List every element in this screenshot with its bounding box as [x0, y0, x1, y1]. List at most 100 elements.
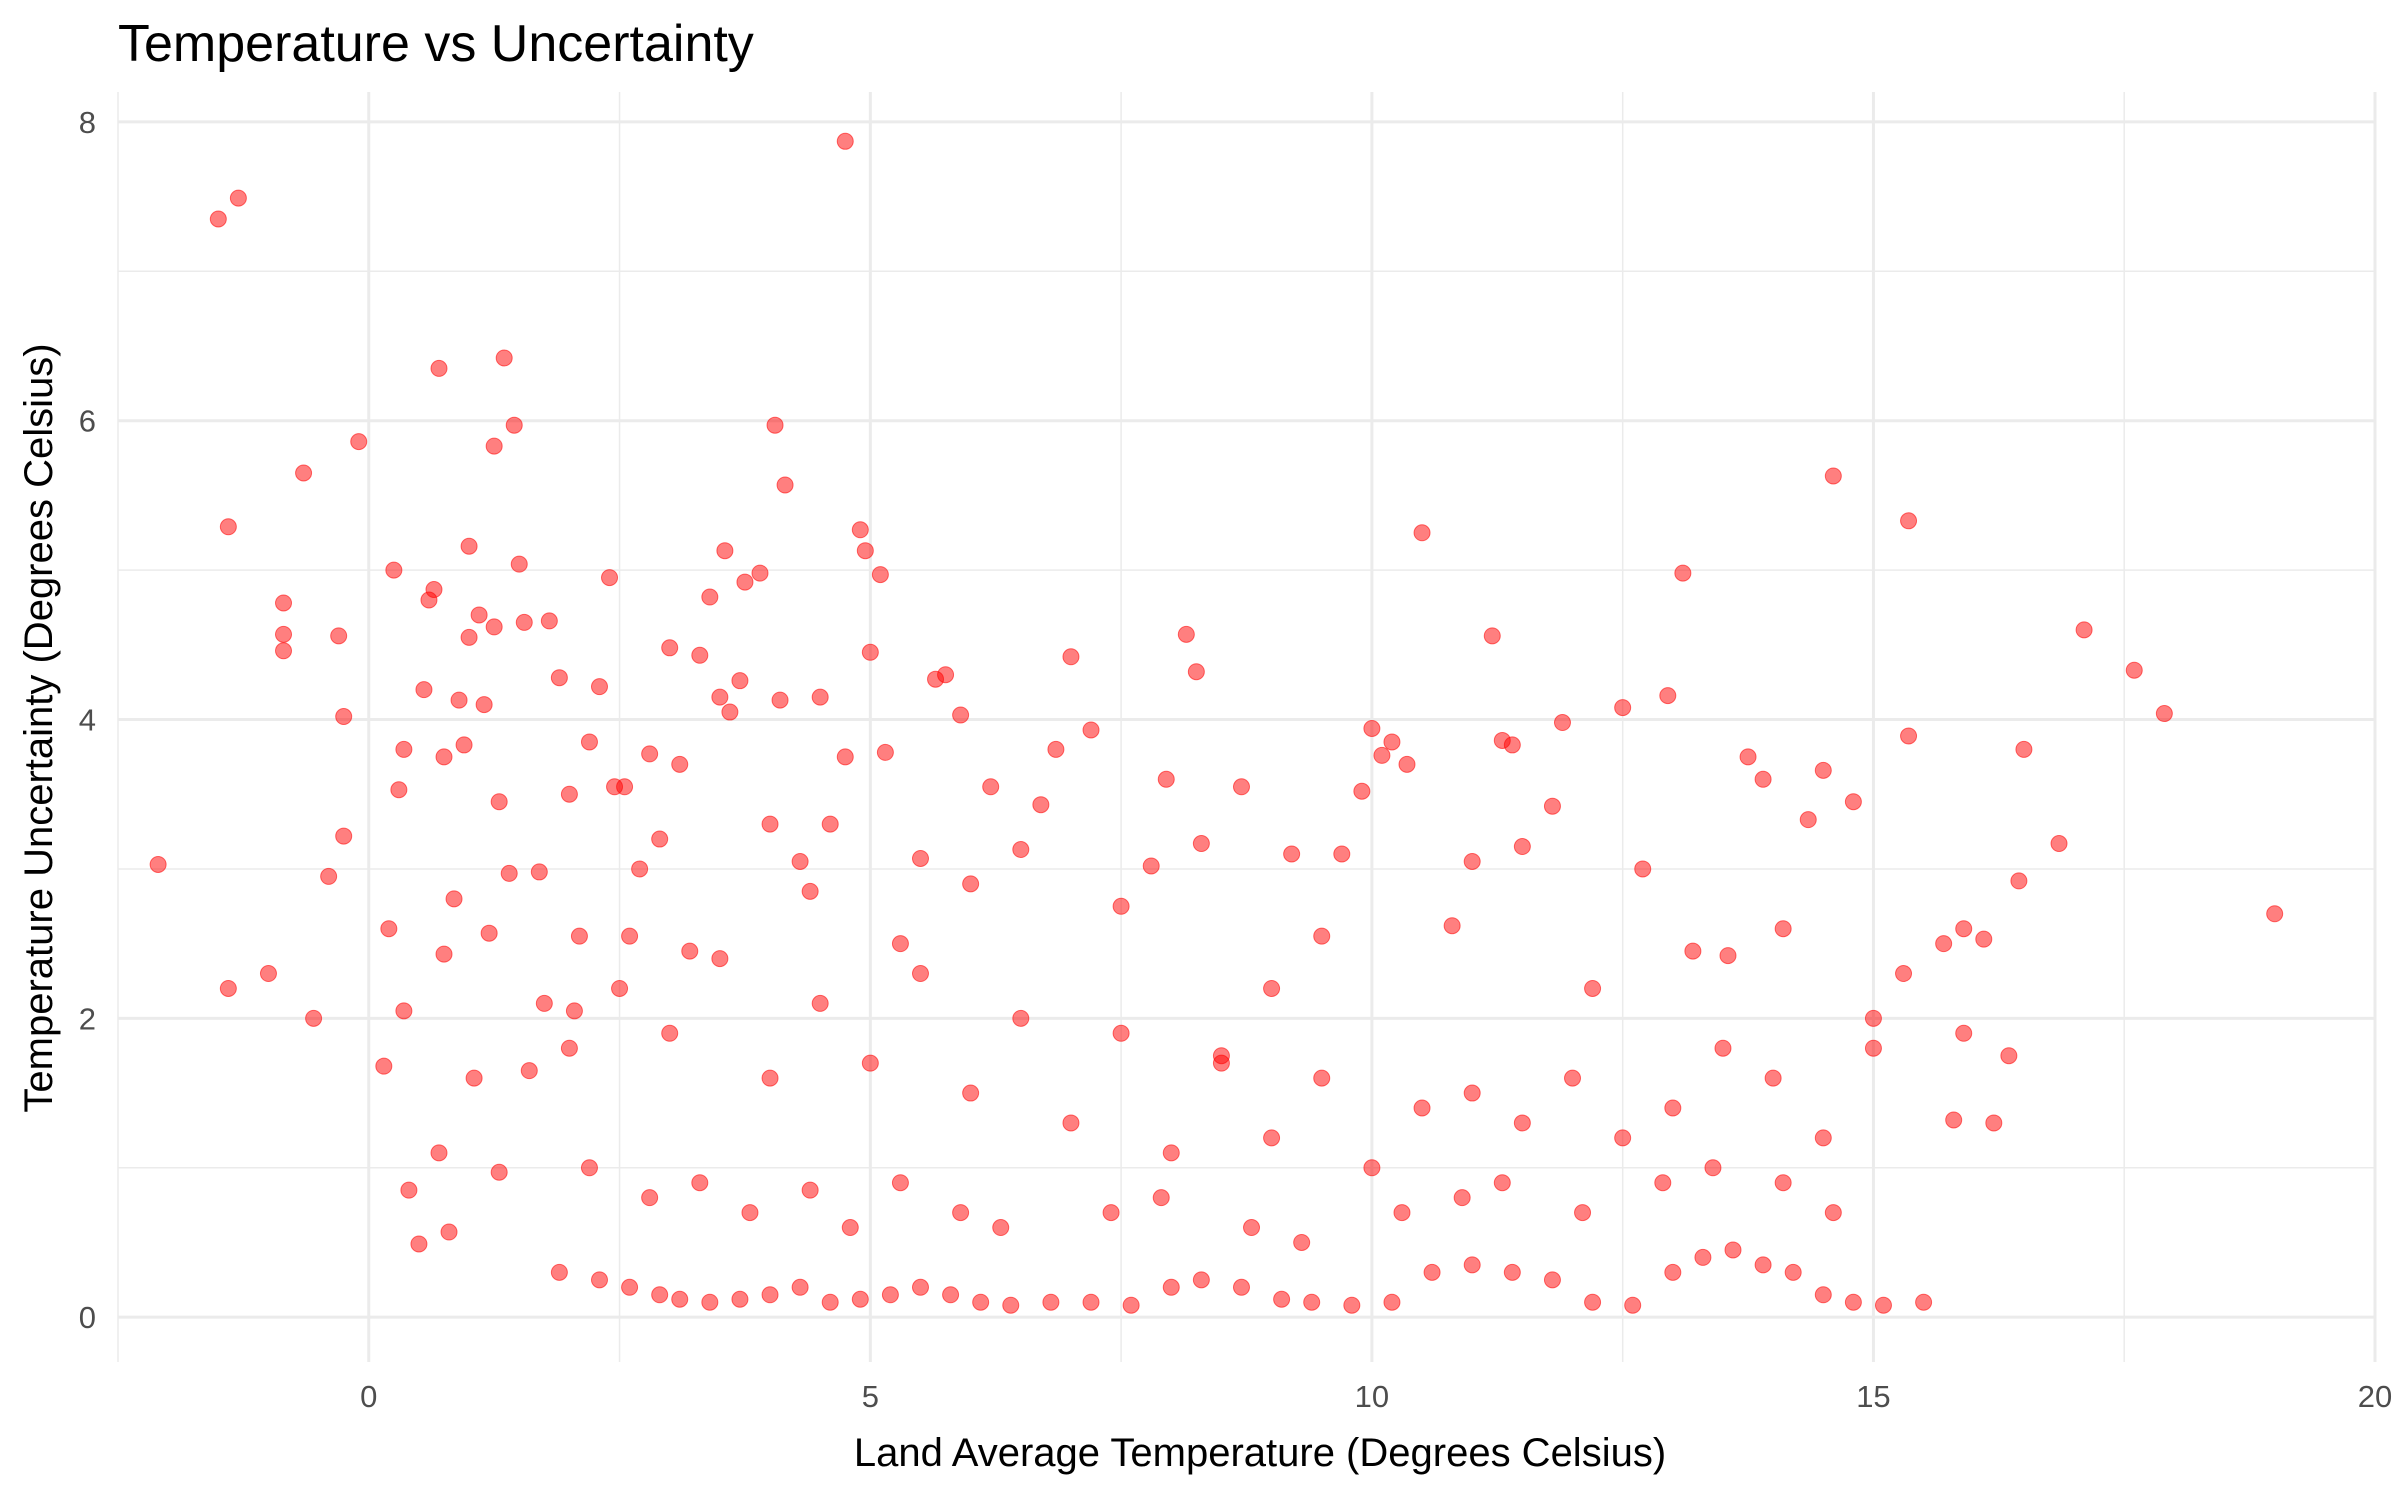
data-point: [2050, 835, 2068, 853]
data-point: [1293, 1233, 1311, 1251]
data-point: [1152, 1189, 1170, 1207]
data-point: [1724, 1241, 1742, 1259]
data-point: [1062, 1114, 1080, 1132]
data-point: [520, 1062, 538, 1080]
data-point: [1047, 740, 1065, 758]
data-point: [731, 672, 749, 690]
data-point: [1082, 721, 1100, 739]
data-point: [801, 882, 819, 900]
data-point: [390, 781, 408, 799]
data-point: [651, 830, 669, 848]
data-point: [1694, 1248, 1712, 1266]
data-point: [876, 743, 894, 761]
data-point: [1704, 1159, 1722, 1177]
data-point: [1243, 1219, 1261, 1237]
data-points: [149, 132, 2284, 1314]
data-point: [1463, 852, 1481, 870]
data-point: [275, 625, 293, 643]
data-point: [375, 1057, 393, 1075]
x-tick-label: 20: [2358, 1379, 2392, 1414]
data-point: [2266, 905, 2284, 923]
data-point: [515, 613, 533, 631]
data-point: [1032, 796, 1050, 814]
data-point: [1393, 1204, 1411, 1222]
data-point: [766, 416, 784, 434]
data-point: [380, 920, 398, 938]
data-point: [881, 1286, 899, 1304]
data-point: [1313, 1069, 1331, 1087]
data-point: [1263, 1129, 1281, 1147]
data-point: [761, 815, 779, 833]
data-point: [1453, 1189, 1471, 1207]
data-point: [1283, 845, 1301, 863]
data-point: [1614, 1129, 1632, 1147]
data-point: [460, 628, 478, 646]
data-point: [982, 778, 1000, 796]
data-point: [856, 542, 874, 560]
data-point: [580, 1159, 598, 1177]
data-point: [435, 748, 453, 766]
y-tick-label: 8: [79, 105, 96, 140]
data-point: [550, 669, 568, 687]
data-point: [505, 416, 523, 434]
data-point: [350, 433, 368, 451]
x-tick-label: 15: [1856, 1379, 1890, 1414]
data-point: [1333, 845, 1351, 863]
data-point: [400, 1181, 418, 1199]
data-point: [851, 1290, 869, 1308]
data-point: [761, 1069, 779, 1087]
data-point: [435, 945, 453, 963]
data-point: [791, 852, 809, 870]
data-point: [540, 612, 558, 630]
data-point: [1674, 564, 1692, 582]
data-point: [992, 1219, 1010, 1237]
data-point: [480, 924, 498, 942]
data-point: [1363, 719, 1381, 737]
data-point: [335, 827, 353, 845]
data-point: [295, 464, 313, 482]
data-point: [891, 935, 909, 953]
data-point: [450, 691, 468, 709]
data-point: [1062, 648, 1080, 666]
data-point: [1900, 727, 1918, 745]
data-point: [219, 979, 237, 997]
data-point: [761, 1286, 779, 1304]
data-point: [1102, 1204, 1120, 1222]
data-point: [560, 1039, 578, 1057]
data-point: [952, 1204, 970, 1222]
data-point: [1684, 942, 1702, 960]
data-point: [641, 745, 659, 763]
data-point: [952, 706, 970, 724]
data-point: [811, 688, 829, 706]
data-point: [937, 666, 955, 684]
data-point: [1955, 920, 1973, 938]
data-point: [395, 740, 413, 758]
data-point: [430, 1144, 448, 1162]
data-point: [490, 1163, 508, 1181]
data-point: [1162, 1278, 1180, 1296]
data-point: [1824, 1204, 1842, 1222]
data-point: [1122, 1296, 1140, 1314]
data-point: [1463, 1256, 1481, 1274]
data-point: [821, 1293, 839, 1311]
data-point: [2155, 705, 2173, 723]
data-point: [485, 437, 503, 455]
data-point: [1584, 1293, 1602, 1311]
data-point: [1955, 1024, 1973, 1042]
data-point: [836, 132, 854, 150]
data-point: [1739, 748, 1757, 766]
data-point: [1413, 524, 1431, 542]
data-point: [229, 189, 247, 207]
data-point: [1082, 1293, 1100, 1311]
data-point: [219, 518, 237, 536]
data-point: [671, 755, 689, 773]
data-point: [425, 581, 443, 599]
data-point: [1157, 770, 1175, 788]
data-point: [1614, 699, 1632, 717]
data-point: [631, 860, 649, 878]
data-point: [470, 606, 488, 624]
data-point: [1012, 1009, 1030, 1027]
data-point: [1935, 935, 1953, 953]
data-point: [701, 588, 719, 606]
data-point: [1584, 979, 1602, 997]
